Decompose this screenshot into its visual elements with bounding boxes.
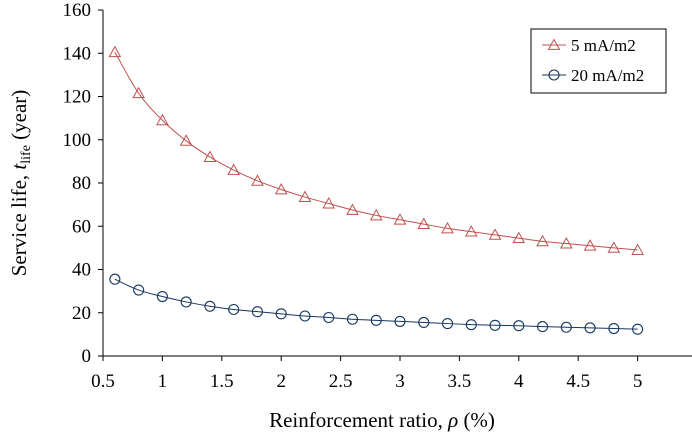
data-point-circle [323, 311, 335, 324]
x-tick-label: 5 [633, 371, 643, 392]
legend-label: 20 mA/m2 [571, 66, 644, 85]
x-tick-label: 3.5 [448, 371, 472, 392]
series-line [114, 51, 638, 251]
data-point-circle [204, 300, 216, 312]
data-point-triangle [179, 134, 193, 146]
data-point-circle [251, 306, 263, 318]
data-point-triangle [346, 203, 359, 215]
data-point-triangle [464, 225, 478, 237]
data-point-triangle [203, 150, 217, 162]
data-point-triangle [227, 163, 241, 175]
data-point-triangle [559, 237, 573, 249]
y-tick-label: 40 [72, 260, 91, 281]
data-point-triangle [631, 243, 644, 255]
y-tick-label: 140 [63, 43, 92, 64]
y-axis-title: Service life, tlife (year) [7, 90, 34, 277]
data-point-triangle [441, 221, 454, 234]
legend-marker [548, 69, 560, 81]
y-tick-label: 60 [72, 216, 91, 237]
data-point-triangle [512, 231, 526, 244]
data-point-circle [418, 316, 430, 329]
x-tick-label: 0.5 [91, 371, 115, 392]
data-point-circle [560, 321, 572, 333]
y-tick-label: 80 [72, 173, 91, 194]
data-point-circle [608, 322, 620, 335]
x-tick-label: 2.5 [329, 371, 353, 392]
legend-label: 5 mA/m2 [571, 36, 636, 55]
data-point-circle [299, 310, 311, 322]
x-tick-label: 2 [276, 371, 286, 392]
x-tick-label: 4 [514, 371, 524, 392]
x-axis-title: Reinforcement ratio, ρ (%) [269, 408, 495, 432]
x-tick-label: 3 [395, 371, 405, 392]
data-point-circle [370, 314, 382, 326]
data-point-circle [346, 313, 359, 325]
legend-item: 5 mA/m2 [542, 36, 636, 55]
legend-item: 20 mA/m2 [542, 66, 644, 85]
series-1 [109, 273, 644, 335]
data-point-triangle [583, 239, 597, 251]
y-tick-label: 100 [63, 130, 92, 151]
x-tick-label: 4.5 [566, 371, 590, 392]
series-layer [108, 45, 644, 335]
data-point-circle [465, 319, 477, 331]
data-point-triangle [488, 228, 502, 240]
data-point-triangle [156, 113, 169, 126]
axes-layer: 0 20 40 60 80 100 120 140 160 0.5 1 1.5 2 2.5 3 3.5 4 4.5… [63, 0, 692, 392]
y-tick-label: 120 [63, 87, 92, 108]
data-point-circle [394, 315, 406, 327]
data-point-circle [133, 284, 145, 296]
legend: 5 mA/m2 20 mA/m2 [530, 28, 667, 94]
data-point-triangle [322, 197, 336, 209]
data-point-triangle [369, 208, 383, 221]
data-point-triangle [393, 213, 407, 225]
x-tick-label: 1 [158, 371, 168, 392]
data-point-triangle [298, 190, 312, 202]
data-point-triangle [417, 217, 431, 229]
data-point-circle [441, 318, 454, 330]
data-point-triangle [536, 234, 549, 247]
y-tick-label: 0 [82, 346, 92, 367]
data-point-circle [537, 321, 549, 333]
y-tick-label: 160 [63, 0, 92, 21]
x-tick-label: 1.5 [210, 371, 234, 392]
data-point-triangle [132, 86, 145, 99]
data-point-circle [513, 320, 525, 332]
data-point-circle [275, 308, 287, 320]
data-point-circle [228, 303, 240, 316]
y-tick-label: 20 [72, 303, 91, 324]
data-point-triangle [274, 182, 288, 195]
legend-marker [547, 38, 561, 50]
data-point-circle [632, 323, 644, 335]
data-point-circle [180, 296, 192, 308]
series-0 [108, 45, 644, 255]
data-point-triangle [607, 241, 621, 253]
data-point-circle [156, 290, 168, 303]
data-point-circle [584, 322, 596, 334]
data-point-circle [489, 319, 501, 331]
data-point-triangle [108, 45, 122, 58]
series-line [114, 278, 638, 330]
data-point-circle [109, 273, 121, 285]
data-point-triangle [251, 174, 264, 186]
